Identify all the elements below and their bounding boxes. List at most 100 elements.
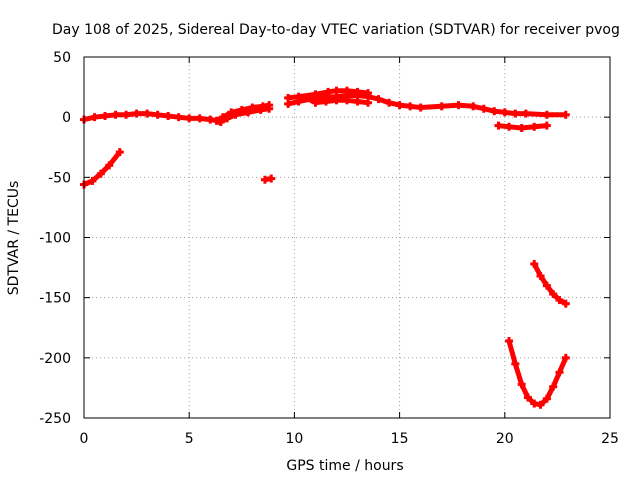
data-point: [343, 96, 351, 105]
data-point: [212, 116, 221, 125]
data-point: [321, 97, 330, 106]
data-point: [111, 110, 120, 119]
plot-frame: [83, 56, 611, 419]
data-series: [80, 86, 570, 409]
series-line-arc-3: [287, 93, 566, 118]
chart-title: Day 108 of 2025, Sidereal Day-to-day VTE…: [52, 22, 620, 38]
y-tick-label: 0: [62, 110, 71, 126]
data-point: [523, 393, 532, 402]
data-point: [561, 110, 570, 119]
data-point: [437, 102, 446, 111]
data-point: [122, 110, 131, 119]
data-point: [364, 89, 373, 98]
grid-lines: [84, 57, 610, 418]
y-tick-label: -150: [39, 291, 71, 307]
data-point: [101, 111, 110, 120]
data-point: [395, 101, 404, 110]
data-point: [185, 114, 194, 123]
y-tick-label: -200: [39, 351, 71, 367]
data-point: [265, 104, 274, 113]
series-line-arc-7: [532, 262, 568, 306]
data-point: [530, 399, 539, 408]
data-point: [549, 290, 558, 299]
data-point: [216, 117, 225, 126]
data-point: [105, 161, 114, 170]
data-point: [227, 108, 236, 117]
x-tick-label: 10: [285, 431, 303, 447]
data-point: [416, 103, 425, 112]
data-point: [284, 93, 293, 102]
data-point: [311, 98, 320, 107]
data-point: [258, 102, 267, 111]
data-point: [164, 111, 173, 120]
data-point: [267, 174, 276, 183]
data-point: [256, 105, 265, 114]
data-point: [555, 296, 564, 305]
data-point: [536, 272, 545, 281]
data-point: [511, 109, 520, 118]
data-point: [153, 110, 162, 119]
data-point: [174, 113, 183, 122]
data-point: [88, 176, 97, 185]
data-point: [332, 86, 341, 95]
data-point: [469, 102, 478, 111]
data-point: [321, 92, 330, 101]
data-point: [223, 114, 232, 123]
data-point: [248, 103, 257, 112]
x-axis-label: GPS time / hours: [286, 458, 403, 474]
data-point: [490, 107, 499, 116]
data-point: [454, 101, 463, 110]
x-tick-label: 0: [80, 431, 89, 447]
data-point: [385, 98, 394, 107]
data-point: [530, 259, 539, 268]
data-point: [332, 96, 341, 105]
data-point: [294, 92, 303, 101]
data-point: [96, 169, 105, 178]
data-point: [307, 95, 316, 104]
x-tick-label: 15: [391, 431, 409, 447]
data-point: [511, 359, 520, 368]
y-tick-label: 50: [53, 50, 71, 66]
data-point: [542, 110, 551, 119]
data-point: [517, 123, 526, 132]
data-point: [343, 86, 351, 95]
x-tick-label: 5: [185, 431, 194, 447]
data-point: [143, 109, 152, 118]
data-point: [343, 91, 351, 100]
y-tick-label: -100: [39, 231, 71, 247]
y-tick-label: -250: [39, 411, 71, 427]
data-point: [406, 102, 415, 111]
data-point: [115, 148, 124, 157]
data-point: [549, 382, 558, 391]
data-point: [521, 109, 530, 118]
data-point: [324, 87, 333, 96]
data-point: [90, 113, 99, 122]
data-point: [500, 108, 509, 117]
data-point: [353, 97, 362, 106]
data-point: [542, 394, 551, 403]
data-point: [555, 368, 564, 377]
data-point: [311, 90, 320, 99]
data-point: [237, 105, 246, 114]
axis-ticks: 0 5 10 15 20 25 50 0 -50 -100 -150 -200 -250: [39, 50, 619, 447]
data-point: [561, 353, 570, 362]
data-point: [206, 115, 215, 124]
data-point: [260, 175, 269, 184]
data-point: [517, 380, 526, 389]
data-point: [231, 110, 240, 119]
data-point: [218, 113, 227, 122]
data-point: [530, 122, 539, 131]
data-point: [479, 104, 488, 113]
x-tick-label: 25: [601, 431, 619, 447]
data-point: [294, 97, 303, 106]
data-point: [505, 336, 514, 345]
data-point: [244, 108, 253, 117]
x-tick-label: 20: [496, 431, 514, 447]
data-point: [505, 122, 514, 131]
data-point: [132, 109, 141, 118]
data-point: [364, 98, 373, 107]
y-axis-label: SDTVAR / TECUs: [6, 181, 22, 296]
data-point: [284, 99, 293, 108]
data-point: [353, 87, 362, 96]
